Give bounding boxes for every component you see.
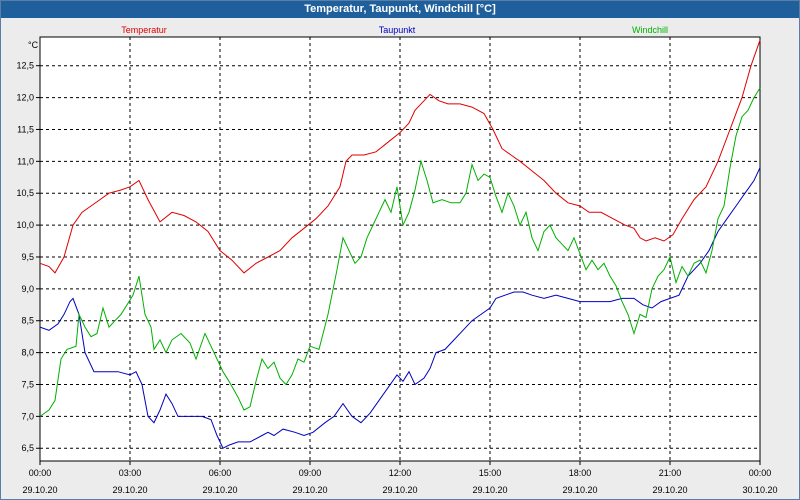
x-tick-date: 29.10.20 xyxy=(202,485,237,495)
legend-item-windchill: Windchill xyxy=(632,25,668,35)
x-tick-date: 29.10.20 xyxy=(652,485,687,495)
window-title: Temperatur, Taupunkt, Windchill [°C] xyxy=(1,1,799,18)
x-axis-ticks: 00:00 29.10.20 03:00 29.10.20 06:00 29.10.20 0… xyxy=(22,461,778,495)
y-tick-label: 9,5 xyxy=(21,252,34,262)
x-tick-date: 29.10.20 xyxy=(112,485,147,495)
x-tick-time: 15:00 xyxy=(479,468,502,478)
y-tick-label: 12,5 xyxy=(16,61,34,71)
x-tick-date: 29.10.20 xyxy=(22,485,57,495)
x-tick-date: 29.10.20 xyxy=(562,485,597,495)
x-tick-time: 09:00 xyxy=(299,468,322,478)
grid xyxy=(40,37,760,461)
y-tick-label: 10,0 xyxy=(16,220,34,230)
y-tick-label: 10,5 xyxy=(16,188,34,198)
y-tick-label: 9,0 xyxy=(21,284,34,294)
y-axis-label: °C xyxy=(28,40,39,50)
y-tick-label: 8,5 xyxy=(21,316,34,326)
x-tick-date: 29.10.20 xyxy=(292,485,327,495)
x-tick-date: 29.10.20 xyxy=(382,485,417,495)
series-line-windchill xyxy=(39,87,761,417)
x-tick-time: 03:00 xyxy=(119,468,142,478)
legend: Temperatur Taupunkt Windchill xyxy=(121,25,668,35)
y-tick-label: 11,5 xyxy=(17,124,34,134)
y-tick-label: 8,0 xyxy=(21,348,34,358)
x-tick-date: 29.10.20 xyxy=(472,485,507,495)
y-tick-label: 7,5 xyxy=(21,379,34,389)
x-tick-date: 30.10.20 xyxy=(742,485,777,495)
series-line-temperatur xyxy=(39,40,761,274)
series-line-taupunkt xyxy=(39,167,761,449)
x-tick-time: 06:00 xyxy=(209,468,232,478)
y-axis-ticks: 6,5 7,0 7,5 8,0 8,5 9,0 9,5 10,0 10,5 11,0 11,5 12,… xyxy=(16,61,40,453)
y-tick-label: 7,0 xyxy=(21,411,34,421)
series-group xyxy=(39,40,761,449)
legend-item-taupunkt: Taupunkt xyxy=(379,25,416,35)
legend-item-temperatur: Temperatur xyxy=(121,25,167,35)
y-tick-label: 11,0 xyxy=(17,156,34,166)
x-tick-time: 00:00 xyxy=(29,468,52,478)
x-tick-time: 21:00 xyxy=(659,468,682,478)
x-tick-time: 12:00 xyxy=(389,468,412,478)
y-tick-label: 12,0 xyxy=(16,93,34,103)
x-tick-time: 00:00 xyxy=(749,468,772,478)
y-tick-label: 6,5 xyxy=(21,443,34,453)
x-tick-time: 18:00 xyxy=(569,468,592,478)
